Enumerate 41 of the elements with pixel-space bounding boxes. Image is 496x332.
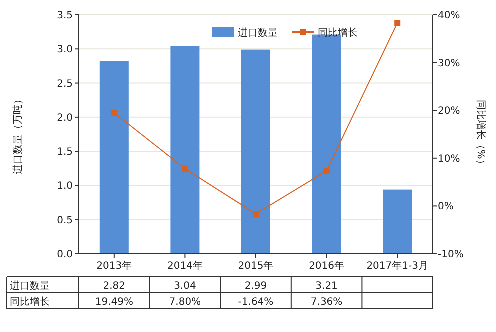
data-label: 3.04 xyxy=(174,281,196,292)
point xyxy=(182,166,188,172)
y-tick-label: 1.5 xyxy=(57,147,73,158)
data-label: -1.64% xyxy=(238,297,274,308)
data-label: 2.99 xyxy=(244,281,268,292)
y2-tick-label: -10% xyxy=(438,250,464,260)
x-tick-label: 2016年 xyxy=(309,260,345,272)
data-label: 2.82 xyxy=(103,281,126,292)
bar xyxy=(170,46,200,254)
data-label: 7.80% xyxy=(169,297,202,308)
y-tick-label: 0.5 xyxy=(57,215,73,226)
x-tick-label: 2014年 xyxy=(167,260,203,272)
text: 同比增长 xyxy=(10,297,50,308)
text: 进口数量 xyxy=(10,281,50,292)
point xyxy=(394,20,401,26)
y-axis-title: 进口数量（万吨） xyxy=(12,94,24,174)
bar xyxy=(242,50,270,254)
point xyxy=(111,110,118,116)
legend-label: 进口数量 xyxy=(238,27,278,39)
y2-tick-label: 20% xyxy=(438,106,460,118)
y2-tick-label: 0% xyxy=(438,202,454,213)
point xyxy=(324,168,330,174)
y2-tick-label: 30% xyxy=(438,58,460,70)
y-tick-label: 1.0 xyxy=(57,181,73,192)
x-tick-label: 2017年1-3月 xyxy=(366,260,428,272)
bar xyxy=(383,190,412,254)
data-label: 7.36% xyxy=(310,297,343,308)
data-label: 19.49% xyxy=(95,297,134,308)
point xyxy=(253,211,259,218)
x-tick-label: 2015年 xyxy=(238,260,274,272)
x-tick-label: 2013年 xyxy=(96,260,132,272)
y2-axis-title: 同比增长（%） xyxy=(475,100,487,170)
data-label: 3.21 xyxy=(316,281,338,292)
y-tick-label: 2.0 xyxy=(57,112,73,124)
y2-tick-label: 40% xyxy=(438,10,460,22)
y-tick-label: 3.5 xyxy=(57,10,73,22)
y-tick-label: 0.0 xyxy=(57,250,73,260)
y-tick-label: 3.0 xyxy=(57,44,73,56)
bar xyxy=(100,61,129,254)
y2-tick-label: 10% xyxy=(438,154,460,165)
y-tick-label: 2.5 xyxy=(57,78,73,90)
